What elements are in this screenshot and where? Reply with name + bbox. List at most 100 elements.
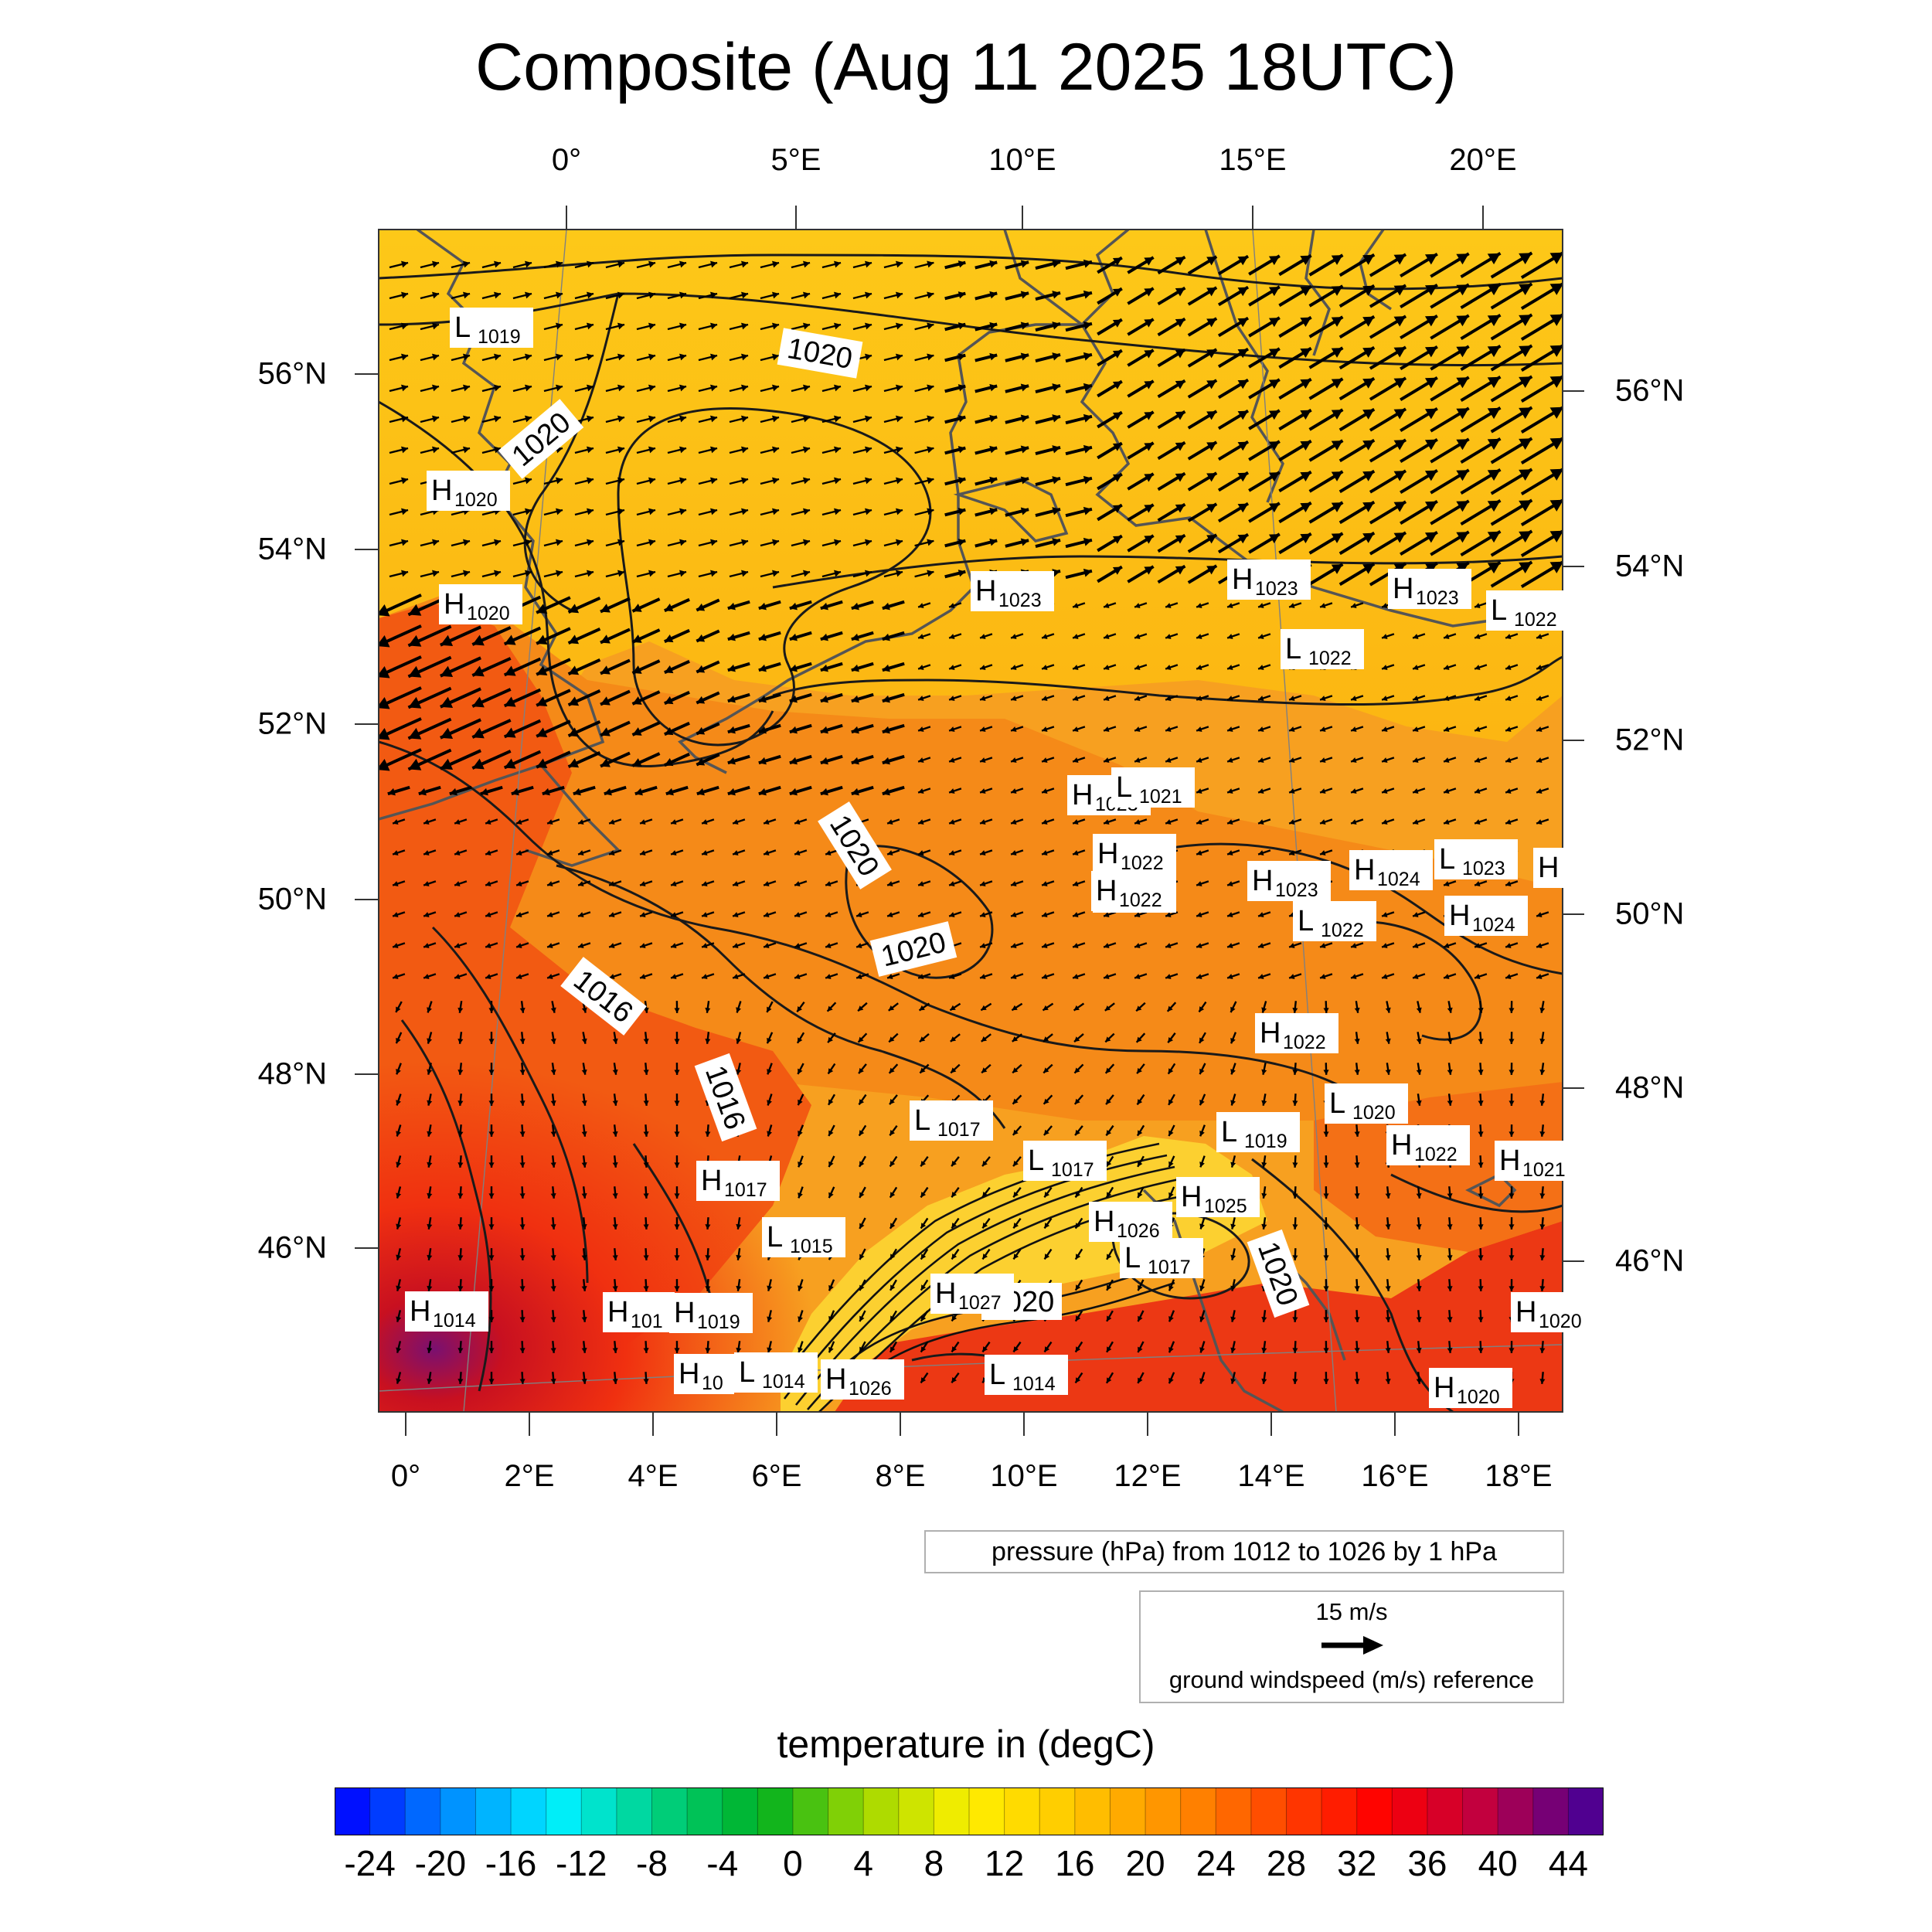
pressure-center-type: L	[989, 1359, 1005, 1391]
low-pressure-label: L 1017	[910, 1100, 993, 1141]
wind-vector-head	[1413, 757, 1419, 763]
wind-vector-head	[525, 260, 532, 268]
wind-vector-head	[1196, 757, 1202, 763]
wind-vector-head	[1487, 500, 1501, 512]
wind-vector-head	[587, 570, 594, 577]
colorbar-segment	[969, 1787, 1005, 1835]
wind-vector-head	[671, 881, 677, 886]
lon-label-top: 0°	[551, 143, 582, 177]
wind-vector-head	[472, 727, 485, 739]
wind-vector-head	[1487, 531, 1501, 543]
wind-vector-head	[1073, 726, 1079, 732]
wind-vector-head	[568, 634, 580, 645]
wind-vector-head	[612, 1100, 618, 1106]
wind-vector-head	[396, 1037, 401, 1044]
wind-vector-head	[1107, 1315, 1112, 1321]
pressure-center-type: H	[674, 1297, 695, 1329]
wind-vector-head	[1505, 634, 1512, 639]
wind-vector-head	[1509, 1348, 1515, 1353]
wind-vector-head	[1196, 696, 1202, 701]
wind-vector-head	[1413, 726, 1419, 732]
wind-vector-head	[679, 260, 687, 268]
wind-vector-head	[789, 602, 798, 611]
wind-vector-head	[612, 1162, 618, 1168]
lon-label-bottom: 10°E	[990, 1459, 1058, 1493]
wind-vector-head	[1112, 505, 1122, 513]
pressure-center-type: H	[1260, 1017, 1281, 1049]
colorbar-tick-label: -24	[344, 1843, 396, 1883]
wind-vector-head	[1137, 1130, 1143, 1136]
wind-vector-head	[918, 788, 924, 794]
pressure-center-value: 1024	[1377, 869, 1420, 890]
wind-vector-head	[1505, 819, 1512, 825]
wind-vector-head	[401, 508, 409, 515]
wind-vector-head	[587, 353, 594, 361]
wind-vector-head	[1227, 634, 1233, 639]
wind-vector-head	[617, 539, 625, 546]
wind-vector-head	[980, 912, 986, 917]
wind-vector-head	[1042, 788, 1048, 794]
colorbar-tick-label: -16	[485, 1843, 537, 1883]
colorbar-segment	[1110, 1787, 1146, 1835]
wind-vector-head	[609, 912, 615, 917]
wind-vector-head	[920, 1253, 927, 1260]
wind-vector-head	[702, 974, 708, 979]
wind-vector-head	[457, 1038, 464, 1044]
wind-vector-head	[951, 1160, 957, 1167]
wind-vector-head	[1168, 1315, 1174, 1322]
pressure-center-type: H	[825, 1363, 846, 1396]
wind-vector-head	[1075, 1346, 1081, 1352]
pressure-center-type: H	[1515, 1296, 1536, 1328]
wind-vector-head	[1104, 974, 1110, 979]
wind-vector-head	[1138, 1377, 1143, 1383]
wind-vector-head	[949, 665, 955, 670]
wind-vector-head	[1413, 634, 1419, 639]
wind-vector-head	[525, 291, 532, 299]
wind-vector-head	[674, 1348, 680, 1353]
wind-vector-head	[494, 570, 502, 577]
wind-vector-head	[1536, 943, 1543, 948]
wind-vector-head	[1424, 408, 1437, 420]
wind-vector-head	[1331, 348, 1343, 358]
wind-vector-head	[1227, 850, 1233, 855]
wind-vector-head	[1519, 315, 1532, 327]
pressure-center-type: H	[935, 1277, 956, 1310]
wind-vector-head	[1487, 469, 1501, 481]
wind-vector-head	[896, 539, 903, 546]
wind-vector-head	[1447, 1224, 1453, 1230]
wind-vector-head	[581, 1379, 587, 1384]
wind-vector-head	[710, 415, 718, 423]
wind-vector-head	[427, 1069, 433, 1075]
wind-vector-head	[379, 696, 390, 709]
wind-vector-head	[789, 726, 798, 734]
wind-vector-head	[1144, 505, 1154, 513]
wind-vector-head	[454, 974, 461, 979]
wind-vector-head	[1456, 346, 1469, 358]
wind-vector-head	[1487, 284, 1501, 296]
wind-vector-head	[648, 384, 656, 392]
wind-vector-head	[1331, 533, 1343, 543]
wind-vector-head	[1509, 1286, 1515, 1291]
wind-vector-head	[1385, 1069, 1391, 1075]
wind-vector-head	[587, 508, 594, 515]
wind-vector-head	[851, 664, 859, 672]
wind-vector-head	[578, 850, 584, 855]
wind-vector-head	[1199, 1316, 1205, 1322]
wind-vector-head	[825, 912, 832, 917]
wind-vector-head	[789, 787, 798, 796]
wind-vector-head	[1382, 974, 1388, 979]
wind-vector-head	[828, 1130, 834, 1136]
wind-vector-head	[504, 727, 516, 738]
wind-vector-head	[764, 819, 770, 825]
wind-vector-head	[1539, 1100, 1546, 1106]
wind-vector-head	[741, 353, 749, 361]
wind-vector-head	[1073, 757, 1079, 763]
wind-vector-head	[1020, 383, 1029, 392]
wind-vector-head	[887, 850, 893, 855]
low-pressure-label: L 1023	[1434, 839, 1518, 879]
wind-vector-head	[581, 1069, 587, 1075]
wind-vector-head	[1300, 348, 1311, 358]
wind-vector-head	[536, 665, 548, 675]
wind-vector-head	[736, 1347, 742, 1353]
wind-vector-head	[1456, 470, 1469, 481]
